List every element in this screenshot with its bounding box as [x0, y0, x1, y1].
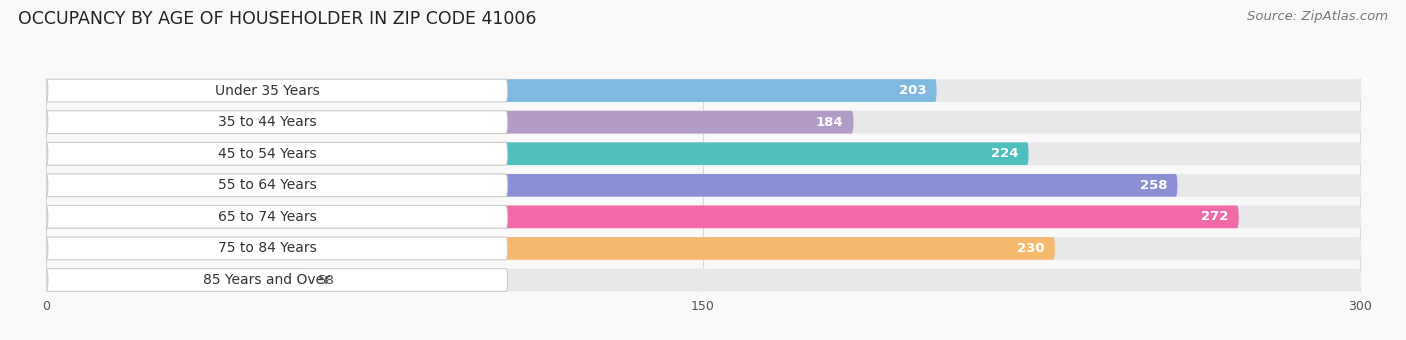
Text: 58: 58	[318, 273, 335, 287]
Text: 55 to 64 Years: 55 to 64 Years	[218, 178, 316, 192]
PathPatch shape	[46, 237, 1054, 260]
PathPatch shape	[46, 79, 508, 102]
PathPatch shape	[46, 205, 1361, 228]
Text: 224: 224	[991, 147, 1018, 160]
PathPatch shape	[46, 174, 508, 197]
PathPatch shape	[46, 111, 1361, 134]
PathPatch shape	[46, 269, 302, 291]
Text: 203: 203	[898, 84, 927, 97]
Text: 65 to 74 Years: 65 to 74 Years	[218, 210, 316, 224]
PathPatch shape	[46, 174, 1177, 197]
PathPatch shape	[46, 79, 1361, 102]
PathPatch shape	[46, 269, 1361, 291]
Text: 75 to 84 Years: 75 to 84 Years	[218, 241, 316, 255]
PathPatch shape	[46, 205, 1239, 228]
PathPatch shape	[46, 205, 508, 228]
PathPatch shape	[46, 142, 508, 165]
Text: 85 Years and Over: 85 Years and Over	[204, 273, 330, 287]
Text: Source: ZipAtlas.com: Source: ZipAtlas.com	[1247, 10, 1388, 23]
Text: Under 35 Years: Under 35 Years	[215, 84, 319, 98]
Text: OCCUPANCY BY AGE OF HOUSEHOLDER IN ZIP CODE 41006: OCCUPANCY BY AGE OF HOUSEHOLDER IN ZIP C…	[18, 10, 537, 28]
PathPatch shape	[46, 111, 853, 134]
Text: 258: 258	[1140, 179, 1167, 192]
PathPatch shape	[46, 142, 1361, 165]
Text: 45 to 54 Years: 45 to 54 Years	[218, 147, 316, 161]
PathPatch shape	[46, 237, 1361, 260]
Text: 35 to 44 Years: 35 to 44 Years	[218, 115, 316, 129]
PathPatch shape	[46, 142, 1029, 165]
PathPatch shape	[46, 79, 936, 102]
Text: 272: 272	[1201, 210, 1229, 223]
PathPatch shape	[46, 174, 1361, 197]
PathPatch shape	[46, 269, 508, 291]
PathPatch shape	[46, 111, 508, 134]
Text: 230: 230	[1017, 242, 1045, 255]
PathPatch shape	[46, 237, 508, 260]
Text: 184: 184	[815, 116, 844, 129]
